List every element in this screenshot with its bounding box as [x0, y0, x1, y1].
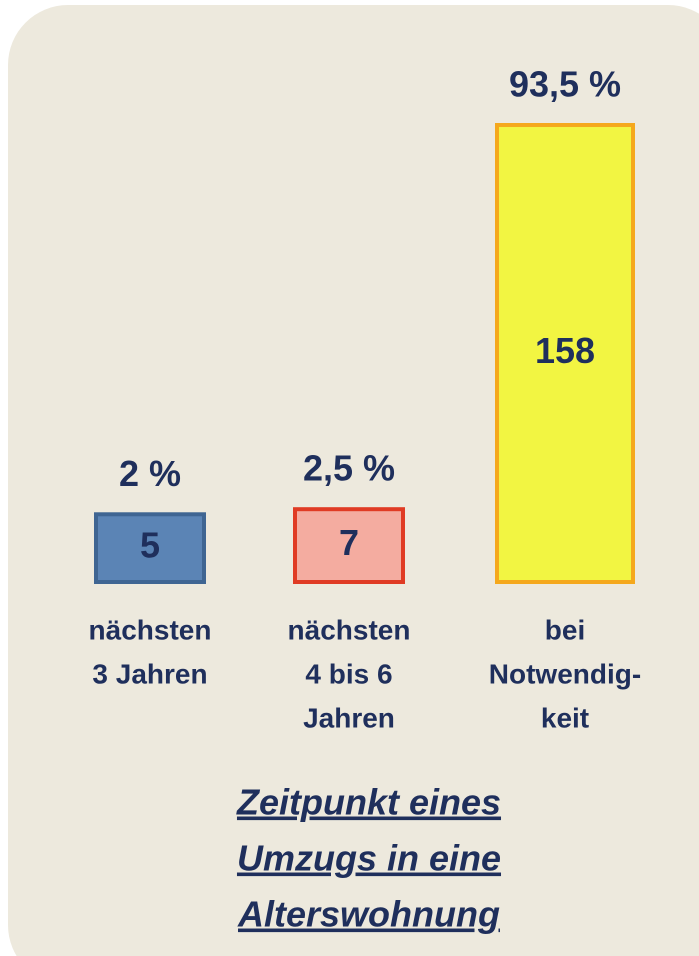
chart-title: Umzugs in eine	[237, 838, 501, 879]
category-label: 4 bis 6	[305, 658, 392, 689]
share-label: 93,5 %	[509, 64, 621, 105]
category-label: nächsten	[288, 614, 411, 645]
category-label: Notwendig-	[489, 658, 641, 689]
category-label: 3 Jahren	[92, 658, 207, 689]
bar	[94, 512, 206, 585]
value-label: 5	[140, 525, 160, 566]
category-label: nächsten	[89, 614, 212, 645]
bar	[495, 123, 635, 584]
chart-title: Alterswohnung	[237, 894, 500, 935]
share-label: 2,5 %	[303, 448, 395, 489]
share-label: 2 %	[119, 453, 181, 494]
value-label: 158	[535, 330, 595, 371]
value-label: 7	[339, 522, 359, 563]
category-label: keit	[541, 702, 589, 733]
category-label: Jahren	[303, 702, 395, 733]
category-label: bei	[545, 614, 585, 645]
chart-title: Zeitpunkt eines	[236, 782, 501, 823]
bar	[293, 507, 405, 585]
